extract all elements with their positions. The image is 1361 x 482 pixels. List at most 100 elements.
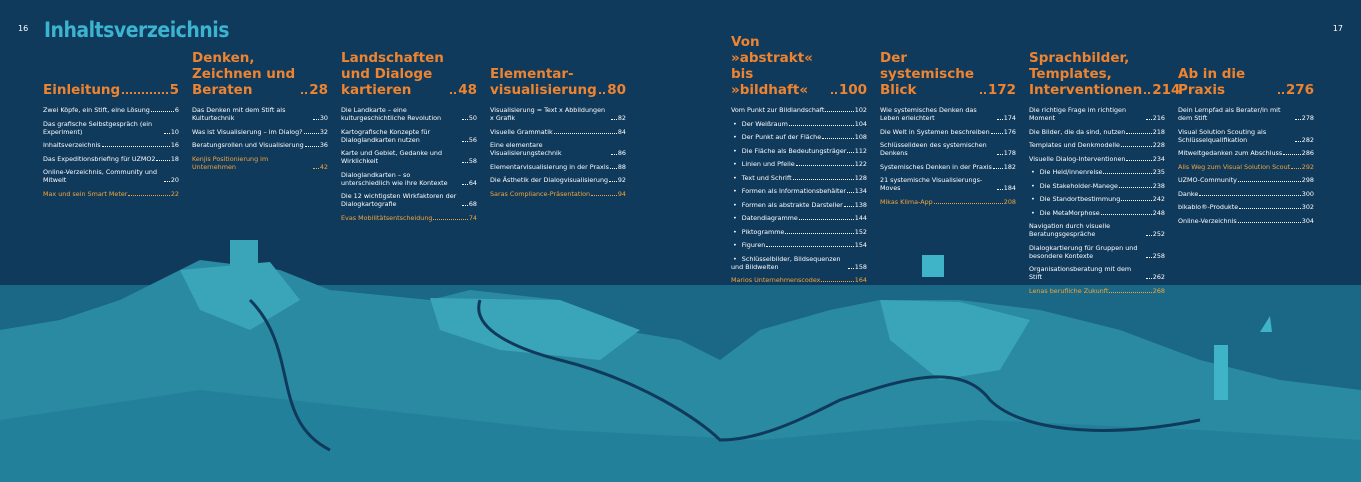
dot-leader <box>766 246 854 247</box>
dot-leader <box>822 138 854 139</box>
chapter: Ab in die Praxis 276 Dein Lernpfad als Ber… <box>1178 58 1314 230</box>
entry-page: 92 <box>617 176 626 184</box>
dot-leader <box>156 159 170 161</box>
dot-leader <box>1145 256 1152 258</box>
chapter-title: Ab in die Praxis <box>1178 66 1246 98</box>
toc-entry: Die Bilder, die da sind, nutzen 218 <box>1029 128 1165 136</box>
entry-title: Beratungsrollen und Visualisierung <box>192 141 304 149</box>
entry-page: 154 <box>854 241 867 249</box>
entry-title: Figuren <box>731 241 766 249</box>
chapter-title: Der systemische Blick <box>880 50 974 98</box>
entry-title: 21 systemische Visualisierungs-Moves <box>880 176 983 192</box>
dot-leader <box>609 181 617 182</box>
chapter: Elementar-visualisierung 80 Visualisierung… <box>490 58 626 203</box>
dot-leader <box>591 194 617 196</box>
entry-page: 102 <box>854 106 867 114</box>
chapter-heading: Einleitung 5 <box>43 58 179 98</box>
dot-leader <box>1145 235 1152 236</box>
toc-entry: Karte und Gebiet, Gedanke und Wirklichke… <box>341 149 477 165</box>
entry-page: 235 <box>1152 168 1165 176</box>
toc-entry: Visual Solution Scouting als Schlüsselqu… <box>1178 128 1314 144</box>
entry-title: bikablo®-Produkte <box>1178 203 1239 211</box>
dot-leader <box>1283 154 1301 155</box>
entry-title: Kenjis Positionierung im Unternehmen <box>192 154 269 171</box>
chapter-page: 100 <box>838 82 867 98</box>
entry-page: 16 <box>170 141 179 149</box>
dot-leader <box>101 146 170 147</box>
toc-entry: Linien und Pfeile 122 <box>731 160 867 168</box>
entry-title: Die MetaMorphose <box>1029 209 1100 217</box>
dot-leader <box>996 189 1003 190</box>
entry-page: 58 <box>468 157 477 165</box>
toc-entry: Visuelle Dialog-Interventionen 234 <box>1029 155 1165 163</box>
entry-page: 176 <box>1003 127 1016 136</box>
chapter-heading: Ab in die Praxis 276 <box>1178 58 1314 98</box>
dot-leader <box>996 154 1003 155</box>
entry-page: 36 <box>319 141 328 149</box>
chapter-heading: Landschaften und Dialoge kartieren 48 <box>341 50 477 98</box>
dot-leader <box>312 119 319 120</box>
toc-entry: Die MetaMorphose 248 <box>1029 209 1165 217</box>
toc-entry: Wie systemisches Denken das Leben erleic… <box>880 106 1016 122</box>
dot-leader <box>301 92 308 94</box>
entry-title: Datendiagramme <box>731 214 798 222</box>
dot-leader <box>1294 119 1301 120</box>
entry-title: Zwei Köpfe, ein Stift, eine Lösung <box>43 106 150 114</box>
entry-title: Lenas berufliche Zukunft <box>1029 286 1109 295</box>
chapter-page: 48 <box>458 82 477 98</box>
dot-leader <box>1100 213 1152 215</box>
entry-page: 164 <box>854 276 867 284</box>
entry-page: 252 <box>1152 230 1165 238</box>
dot-leader <box>609 167 617 169</box>
toc-entry: Navigation durch visuelle Beratungsgespr… <box>1029 222 1165 238</box>
entry-title: Dein Lernpfad als Berater/in mit dem Sti… <box>1178 106 1281 122</box>
chapter: Von »abstrakt« bis »bildhaft« 100 Vom Punk… <box>731 34 867 290</box>
toc-entry: Inhaltsverzeichnis 16 <box>43 141 179 149</box>
chapter: Denken, Zeichnen und Beraten 28 Das Denken… <box>192 50 328 176</box>
entry-page: 292 <box>1301 162 1314 171</box>
entry-title: Die 12 wichtigsten Wirkfaktoren der Dial… <box>341 192 457 208</box>
entry-page: 144 <box>854 214 867 222</box>
toc-entry: Die Ästhetik der Dialogvisualisierung 92 <box>490 176 626 184</box>
entry-title: Das Expeditionsbriefing für UZMO2 <box>43 154 156 163</box>
dot-leader <box>1103 173 1152 174</box>
entry-title: Das grafische Selbstgespräch (ein Experi… <box>43 119 153 136</box>
dot-leader <box>1294 140 1301 142</box>
chapter-heading: Sprachbilder, Templates, Interventionen 2… <box>1029 50 1180 98</box>
toc-entry: Templates und Denkmodelle 228 <box>1029 141 1165 149</box>
dot-leader <box>461 119 468 120</box>
entry-title: Eine elementare Visualisierungstechnik <box>490 141 562 157</box>
dot-leader <box>599 92 606 94</box>
toc-entry: Was ist Visualisierung – im Dialog? 32 <box>192 128 328 136</box>
toc-entry: Die Welt in Systemen beschreiben 176 <box>880 128 1016 136</box>
entry-page: 84 <box>617 127 626 136</box>
entry-page: 22 <box>170 189 179 198</box>
entry-title: Die Ästhetik der Dialogvisualisierung <box>490 176 609 184</box>
entry-page: 128 <box>854 173 867 182</box>
entry-page: 302 <box>1301 203 1314 211</box>
dot-leader <box>990 132 1003 134</box>
entry-title: Marios Unternehmenscodex <box>731 276 821 284</box>
entry-page: 104 <box>854 119 867 128</box>
entry-title: Saras Compliance-Präsentation <box>490 189 591 198</box>
chapter: Landschaften und Dialoge kartieren 48 Die … <box>341 50 477 227</box>
toc-entry: Lenas berufliche Zukunft 268 <box>1029 287 1165 295</box>
entry-title: Evas Mobilitätsentscheidung <box>341 213 433 222</box>
entry-title: Mikas Klima-App <box>880 197 933 206</box>
entry-title: Die Welt in Systemen beschreiben <box>880 127 990 136</box>
entry-title: Die Landkarte – eine kulturgeschichtlich… <box>341 106 442 122</box>
entry-title: Navigation durch visuelle Beratungsgespr… <box>1029 222 1111 238</box>
entry-page: 74 <box>468 213 477 222</box>
dot-leader <box>461 183 468 185</box>
entry-page: 286 <box>1301 149 1314 157</box>
chapter-page: 172 <box>987 82 1016 98</box>
dot-leader <box>1109 291 1152 293</box>
entry-page: 238 <box>1152 181 1165 190</box>
toc-entry: Die Landkarte – eine kulturgeschichtlich… <box>341 106 477 122</box>
toc-entry: Die richtige Frage im richtigen Moment 21… <box>1029 106 1165 122</box>
dot-leader <box>1239 208 1301 209</box>
dot-leader <box>163 132 170 134</box>
dot-leader <box>461 162 468 163</box>
entry-page: 18 <box>170 154 179 163</box>
dot-leader <box>1120 146 1152 147</box>
